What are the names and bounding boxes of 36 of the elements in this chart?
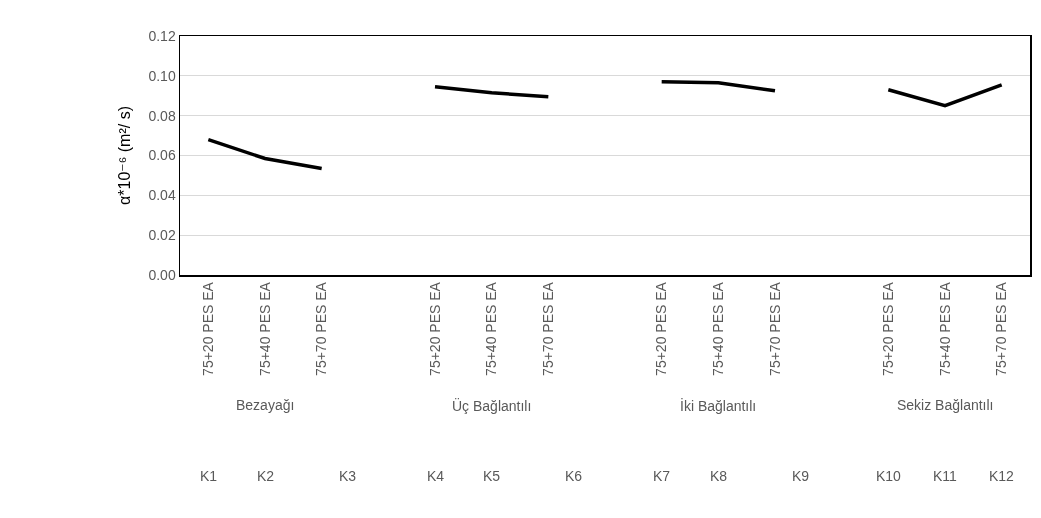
- x-tick-label: 75+20 PES EA: [426, 281, 443, 376]
- x-tick-label: 75+20 PES EA: [199, 281, 216, 376]
- text: K9: [792, 468, 810, 484]
- text: Bezayağı: [236, 397, 295, 413]
- x-tick-label: 75+70 PES EA: [539, 281, 556, 376]
- text: K8: [710, 468, 728, 484]
- text: K1: [200, 468, 218, 484]
- x-tick-label: 75+20 PES EA: [879, 281, 896, 376]
- text: Sekiz Bağlantılı: [897, 397, 994, 413]
- x-tick-label: 75+40 PES EA: [936, 281, 953, 376]
- text: K3: [339, 468, 357, 484]
- x-tick-label: 75+70 PES EA: [766, 281, 783, 376]
- text: K5: [483, 468, 501, 484]
- x-tick-label: 75+40 PES EA: [483, 281, 500, 376]
- x-tick-label: 75+40 PES EA: [709, 281, 726, 376]
- text: K7: [653, 468, 671, 484]
- text: K4: [427, 468, 445, 484]
- text: Üç Bağlantılı: [452, 397, 532, 414]
- x-tick-label: 75+70 PES EA: [993, 281, 1010, 376]
- text: K10: [876, 468, 902, 484]
- y-tick-label: 0.12: [148, 27, 176, 44]
- text: K6: [565, 468, 583, 484]
- text: İki Bağlantılı: [680, 397, 757, 414]
- x-tick-label: 75+70 PES EA: [313, 281, 330, 376]
- y-tick-label: 0.00: [148, 266, 176, 283]
- y-axis-title: α*10⁻⁶ (m²/ s): [115, 106, 133, 205]
- text: K11: [933, 468, 958, 484]
- y-tick-label: 0.08: [148, 107, 176, 124]
- text: K12: [989, 468, 1015, 484]
- x-tick-label: 75+20 PES EA: [653, 281, 670, 376]
- y-tick-label: 0.10: [148, 67, 176, 84]
- y-tick-label: 0.02: [148, 227, 176, 244]
- y-tick-label: 0.06: [148, 147, 176, 164]
- y-tick-label: 0.04: [148, 187, 176, 204]
- text: K2: [257, 468, 275, 484]
- x-tick-label: 75+40 PES EA: [256, 281, 273, 376]
